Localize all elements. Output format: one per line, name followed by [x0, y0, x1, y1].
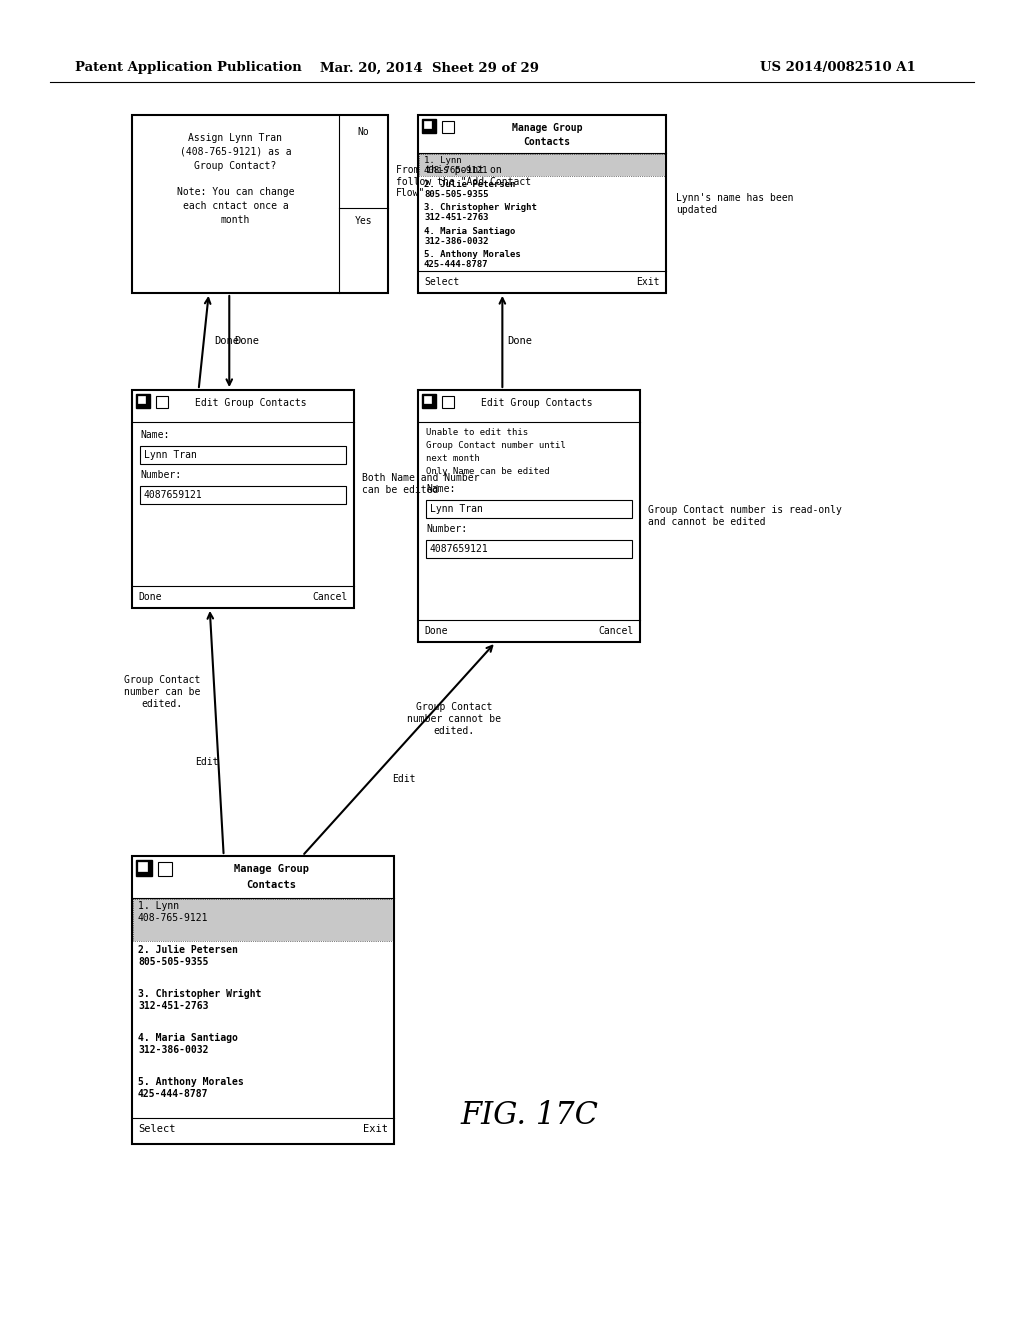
Text: 425-444-8787: 425-444-8787: [138, 1089, 209, 1100]
Text: No: No: [357, 127, 370, 137]
Text: 1. Lynn: 1. Lynn: [424, 156, 462, 165]
Bar: [426, 540, 632, 558]
Text: 408-765-9121: 408-765-9121: [424, 166, 488, 176]
Bar: [136, 861, 152, 876]
Text: 4. Maria Santiago: 4. Maria Santiago: [138, 1034, 238, 1043]
Text: 312-451-2763: 312-451-2763: [424, 214, 488, 222]
Bar: [156, 396, 168, 408]
Text: each cntact once a: each cntact once a: [182, 201, 289, 211]
Bar: [422, 393, 436, 408]
Bar: [132, 389, 354, 609]
Text: Contacts: Contacts: [246, 880, 296, 890]
Text: Done: Done: [424, 626, 447, 636]
Text: Exit: Exit: [637, 277, 660, 286]
Bar: [424, 396, 431, 403]
Text: 1. Lynn: 1. Lynn: [138, 902, 179, 911]
Text: Contacts: Contacts: [523, 137, 570, 147]
Text: 4087659121: 4087659121: [144, 490, 203, 500]
Text: Number:: Number:: [426, 524, 467, 535]
Text: 312-386-0032: 312-386-0032: [138, 1045, 209, 1055]
Bar: [426, 500, 632, 517]
Text: month: month: [221, 215, 250, 224]
Text: 4087659121: 4087659121: [430, 544, 488, 554]
Bar: [419, 154, 665, 176]
Bar: [422, 119, 436, 133]
Text: Both Name and Number
can be edited: Both Name and Number can be edited: [362, 473, 479, 495]
Text: 5. Anthony Morales: 5. Anthony Morales: [424, 251, 521, 260]
Text: Name:: Name:: [426, 484, 456, 494]
Text: Done: Done: [507, 337, 532, 346]
Bar: [418, 115, 666, 293]
Text: Name:: Name:: [140, 430, 169, 440]
Text: Select: Select: [424, 277, 459, 286]
Bar: [442, 396, 454, 408]
Bar: [133, 899, 393, 941]
Text: Yes: Yes: [354, 215, 373, 226]
Text: Done: Done: [138, 591, 162, 602]
Text: Group Contact
number cannot be
edited.: Group Contact number cannot be edited.: [407, 702, 501, 735]
Text: 4. Maria Santiago: 4. Maria Santiago: [424, 227, 515, 236]
Text: Select: Select: [138, 1125, 175, 1134]
Text: Lynn Tran: Lynn Tran: [430, 504, 483, 513]
Text: Lynn Tran: Lynn Tran: [144, 450, 197, 459]
Text: Only Name can be edited: Only Name can be edited: [426, 467, 550, 477]
Text: Edit: Edit: [392, 774, 416, 784]
Bar: [132, 115, 388, 293]
Text: 5. Anthony Morales: 5. Anthony Morales: [138, 1077, 244, 1086]
Bar: [418, 389, 640, 642]
Text: Manage Group: Manage Group: [512, 123, 583, 133]
Bar: [138, 396, 145, 403]
Text: Done: Done: [234, 337, 259, 346]
Text: Mar. 20, 2014  Sheet 29 of 29: Mar. 20, 2014 Sheet 29 of 29: [321, 62, 540, 74]
Text: Note: You can change: Note: You can change: [177, 187, 294, 197]
Text: 805-505-9355: 805-505-9355: [424, 190, 488, 198]
Bar: [419, 154, 665, 176]
Bar: [140, 486, 346, 504]
Text: 3. Christopher Wright: 3. Christopher Wright: [424, 203, 537, 213]
Text: Group Contact
number can be
edited.: Group Contact number can be edited.: [124, 676, 200, 709]
Text: 3. Christopher Wright: 3. Christopher Wright: [138, 989, 261, 999]
Text: 2. Julie Petersen: 2. Julie Petersen: [138, 945, 238, 954]
Text: Cancel: Cancel: [312, 591, 348, 602]
Text: Manage Group: Manage Group: [233, 865, 308, 874]
Bar: [158, 862, 172, 876]
Text: Lynn's name has been
updated: Lynn's name has been updated: [676, 193, 794, 215]
Text: Edit Group Contacts: Edit Group Contacts: [481, 399, 593, 408]
Bar: [132, 855, 394, 1144]
Text: Cancel: Cancel: [599, 626, 634, 636]
Text: 2. Julie Petersen: 2. Julie Petersen: [424, 180, 515, 189]
Text: Exit: Exit: [362, 1125, 388, 1134]
Text: Group Contact number is read-only
and cannot be edited: Group Contact number is read-only and ca…: [648, 506, 842, 527]
Text: FIG. 17C: FIG. 17C: [460, 1100, 598, 1131]
Text: Edit Group Contacts: Edit Group Contacts: [196, 399, 307, 408]
Text: Edit: Edit: [195, 756, 218, 767]
Text: Patent Application Publication: Patent Application Publication: [75, 62, 302, 74]
Text: Done: Done: [214, 337, 239, 346]
Text: 312-451-2763: 312-451-2763: [138, 1001, 209, 1011]
Text: Assign Lynn Tran: Assign Lynn Tran: [188, 133, 283, 143]
Text: Group Contact number until: Group Contact number until: [426, 441, 565, 450]
Text: From this point on
follow the "Add Contact
Flow": From this point on follow the "Add Conta…: [396, 165, 531, 198]
Bar: [140, 446, 346, 465]
Text: 805-505-9355: 805-505-9355: [138, 957, 209, 968]
Text: US 2014/0082510 A1: US 2014/0082510 A1: [760, 62, 915, 74]
Bar: [133, 899, 393, 941]
Text: (408-765-9121) as a: (408-765-9121) as a: [179, 147, 291, 157]
Bar: [424, 121, 431, 128]
Text: Group Contact?: Group Contact?: [195, 161, 276, 172]
Bar: [442, 121, 454, 133]
Text: Unable to edit this: Unable to edit this: [426, 428, 528, 437]
Bar: [138, 862, 147, 871]
Text: next month: next month: [426, 454, 480, 463]
Text: 425-444-8787: 425-444-8787: [424, 260, 488, 269]
Text: 312-386-0032: 312-386-0032: [424, 236, 488, 246]
Bar: [136, 393, 150, 408]
Text: 408-765-9121: 408-765-9121: [138, 913, 209, 923]
Text: Number:: Number:: [140, 470, 181, 480]
